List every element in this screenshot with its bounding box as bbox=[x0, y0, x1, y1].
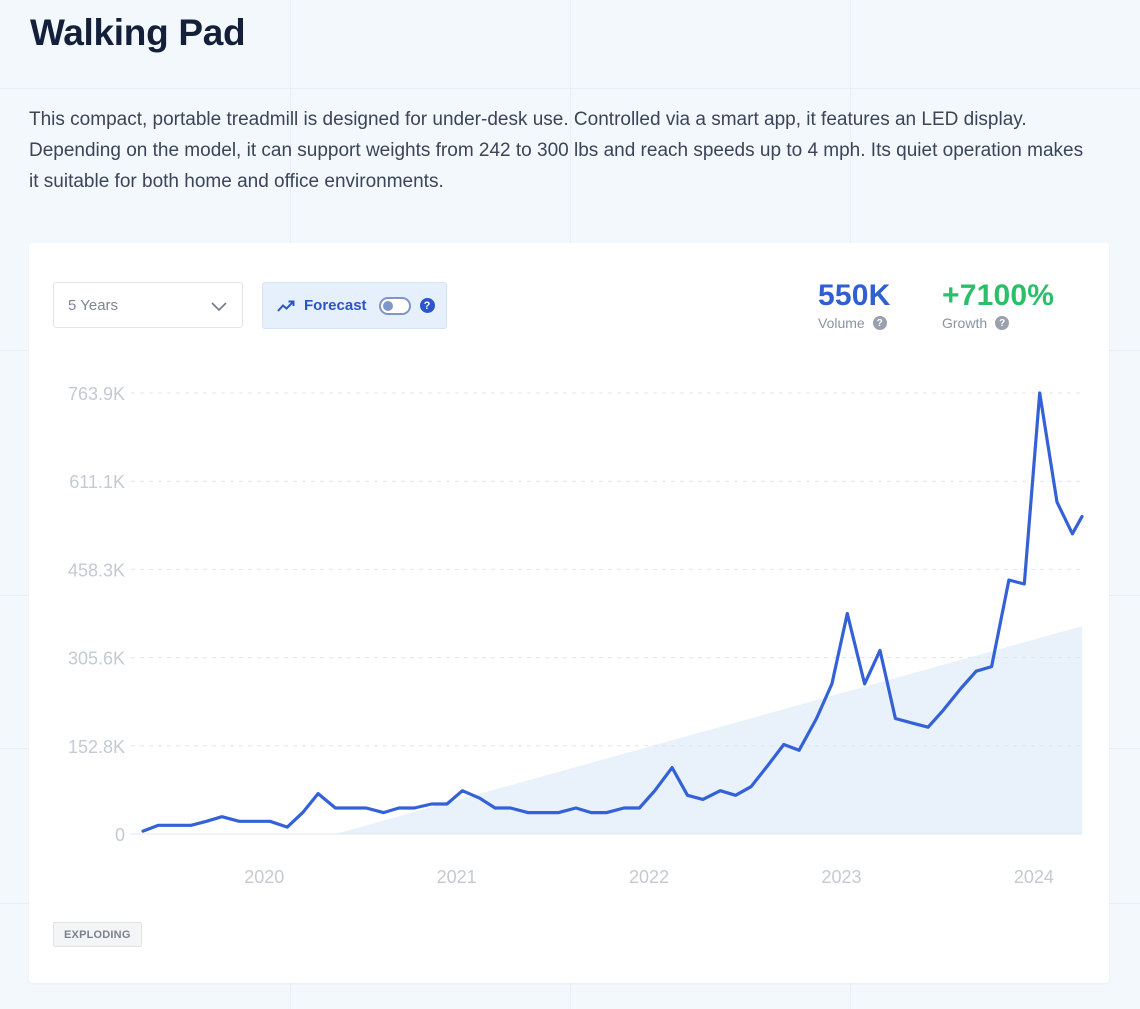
volume-help-icon[interactable]: ? bbox=[872, 316, 887, 330]
range-select[interactable]: 5 Years bbox=[53, 282, 243, 328]
y-tick-label: 458.3K bbox=[68, 560, 125, 580]
growth-label: Growth bbox=[942, 315, 988, 331]
status-badge: EXPLODING bbox=[53, 922, 142, 947]
x-tick-label: 2020 bbox=[244, 867, 284, 887]
forecast-toggle-box[interactable]: Forecast ? bbox=[262, 282, 447, 329]
growth-help-icon[interactable]: ? bbox=[995, 316, 1010, 330]
help-icon[interactable]: ? bbox=[419, 298, 435, 313]
volume-value: 550K bbox=[818, 279, 891, 312]
trending-up-icon bbox=[277, 300, 295, 312]
y-tick-label: 152.8K bbox=[68, 737, 125, 757]
trend-card: 5 Years Forecast ? 550K Volume ? +7100% … bbox=[29, 243, 1109, 983]
x-tick-label: 2024 bbox=[1014, 867, 1054, 887]
product-description: This compact, portable treadmill is desi… bbox=[29, 109, 1084, 192]
y-tick-label: 763.9K bbox=[68, 384, 125, 404]
series-line bbox=[141, 391, 1084, 833]
y-tick-label: 305.6K bbox=[68, 649, 125, 669]
x-tick-label: 2023 bbox=[821, 867, 861, 887]
range-select-value: 5 Years bbox=[68, 296, 119, 314]
page-title: Walking Pad bbox=[30, 12, 246, 53]
volume-stat: 550K Volume ? bbox=[818, 279, 891, 331]
growth-stat: +7100% Growth ? bbox=[942, 279, 1054, 331]
forecast-switch[interactable] bbox=[378, 296, 411, 315]
volume-label: Volume bbox=[818, 315, 865, 331]
growth-value: +7100% bbox=[942, 279, 1055, 312]
x-tick-label: 2021 bbox=[437, 867, 477, 887]
chevron-down-icon bbox=[211, 302, 227, 312]
forecast-label: Forecast bbox=[304, 297, 367, 314]
x-tick-label: 2022 bbox=[629, 867, 669, 887]
y-tick-label: 0 bbox=[115, 825, 125, 845]
trend-chart: 0 152.8K 305.6K 458.3K 611.1K 763.9K 2020 2021 2… bbox=[68, 384, 1084, 887]
y-tick-label: 611.1K bbox=[69, 472, 125, 492]
